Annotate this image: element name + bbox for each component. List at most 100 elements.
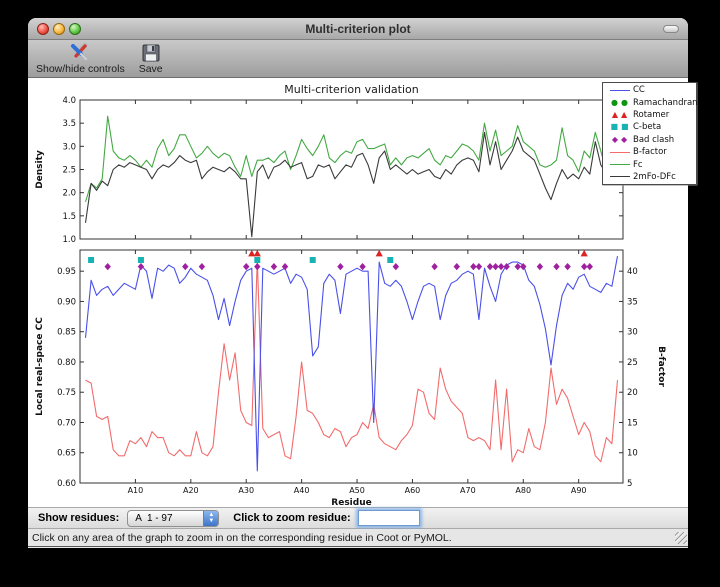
svg-text:0.75: 0.75 (57, 388, 76, 398)
legend-line-swatch (606, 152, 633, 153)
legend-entry: ■■C-beta (603, 121, 696, 133)
app-window: Multi-criterion plot Show/hide controls (28, 18, 688, 548)
c-beta-marker (88, 257, 94, 263)
svg-text:30: 30 (627, 328, 638, 338)
svg-text:A80: A80 (515, 486, 531, 495)
rotamer-marker (254, 250, 261, 257)
svg-text:A10: A10 (128, 486, 144, 495)
chart-legend: CC●●Ramachandran▲▲Rotamer■■C-beta◆◆Bad c… (602, 82, 697, 185)
title-bar[interactable]: Multi-criterion plot (28, 18, 688, 40)
bad-clash-marker (454, 263, 460, 270)
legend-label: CC (633, 85, 645, 95)
bad-clash-marker (271, 263, 277, 270)
save-label: Save (139, 64, 163, 75)
status-text: Click on any area of the graph to zoom i… (32, 532, 452, 544)
bad-clash-marker (359, 263, 365, 270)
svg-text:5: 5 (627, 479, 632, 489)
toolbar-toggle-lozenge-button[interactable] (663, 25, 679, 33)
legend-triangle-swatch: ▲▲ (606, 111, 633, 119)
resize-grip[interactable] (675, 532, 687, 544)
svg-text:A40: A40 (294, 486, 310, 495)
zoom-residue-input[interactable] (358, 510, 420, 526)
svg-text:A30: A30 (238, 486, 254, 495)
rotamer-marker (376, 250, 383, 257)
legend-entry: Fc (603, 158, 696, 170)
svg-text:A90: A90 (571, 486, 587, 495)
bad-clash-marker (431, 263, 437, 270)
zoom-residue-label: Click to zoom residue: (233, 512, 350, 524)
svg-text:A20: A20 (183, 486, 199, 495)
svg-text:1.5: 1.5 (62, 212, 76, 222)
bad-clash-marker (537, 263, 543, 270)
legend-entry: ◆◆Bad clash (603, 134, 696, 146)
svg-text:4.0: 4.0 (62, 96, 76, 106)
show-residues-label: Show residues: (38, 512, 119, 524)
validation-figure[interactable]: Multi-criterion validation Density Local r… (28, 78, 688, 507)
bad-clash-marker (182, 263, 188, 270)
svg-text:A70: A70 (460, 486, 476, 495)
svg-text:Local real-space CC: Local real-space CC (35, 317, 45, 416)
b-factor-line (86, 259, 618, 462)
svg-text:Density: Density (35, 150, 45, 189)
legend-circle-swatch: ●● (606, 99, 633, 107)
save-button[interactable]: Save (139, 42, 163, 75)
svg-text:40: 40 (627, 267, 638, 277)
legend-line-swatch (606, 176, 633, 177)
bad-clash-marker (199, 263, 205, 270)
svg-text:10: 10 (627, 449, 638, 459)
legend-label: C-beta (633, 122, 661, 132)
cc-line (86, 256, 618, 471)
legend-label: Fc (633, 160, 643, 170)
svg-text:A60: A60 (405, 486, 421, 495)
legend-diamond-swatch: ◆◆ (606, 136, 633, 144)
bad-clash-marker (393, 263, 399, 270)
floppy-disk-icon (140, 42, 162, 64)
residue-range-value: A 1 - 97 (135, 513, 172, 524)
svg-text:20: 20 (627, 388, 638, 398)
legend-line-swatch (606, 90, 633, 91)
control-bar: Show residues: A 1 - 97 ▲▼ Click to zoom… (28, 507, 688, 529)
legend-label: Rotamer (633, 110, 669, 120)
bad-clash-marker (105, 263, 111, 270)
show-hide-controls-label: Show/hide controls (36, 64, 125, 75)
svg-text:0.85: 0.85 (57, 328, 76, 338)
status-bar: Click on any area of the graph to zoom i… (28, 529, 688, 547)
rotamer-marker (581, 250, 588, 257)
show-hide-controls-button[interactable]: Show/hide controls (36, 42, 125, 75)
bad-clash-marker (476, 263, 482, 270)
svg-text:Multi-criterion validation: Multi-criterion validation (284, 83, 419, 96)
c-beta-marker (310, 257, 316, 263)
multi-criterion-chart[interactable]: Multi-criterion validation Density Local r… (28, 78, 688, 507)
bad-clash-marker (138, 263, 144, 270)
legend-entry: CC (603, 84, 696, 96)
svg-text:2.5: 2.5 (62, 166, 76, 176)
svg-text:B-factor: B-factor (656, 346, 666, 387)
c-beta-marker (387, 257, 393, 263)
svg-text:A50: A50 (349, 486, 365, 495)
legend-entry: ●●Ramachandran (603, 96, 696, 108)
legend-line-swatch (606, 164, 633, 165)
fc-line (86, 116, 618, 202)
window-title: Multi-criterion plot (28, 22, 688, 36)
svg-text:1.0: 1.0 (62, 235, 76, 245)
svg-text:0.90: 0.90 (57, 297, 76, 307)
bad-clash-marker (487, 263, 493, 270)
svg-text:2.0: 2.0 (62, 189, 76, 199)
svg-text:3.5: 3.5 (62, 119, 76, 129)
bad-clash-marker (492, 263, 498, 270)
legend-entry: ▲▲Rotamer (603, 109, 696, 121)
legend-label: B-factor (633, 147, 667, 157)
bad-clash-marker (243, 263, 249, 270)
residue-range-select[interactable]: A 1 - 97 ▲▼ (127, 510, 219, 527)
bad-clash-marker (470, 263, 476, 270)
svg-text:25: 25 (627, 358, 638, 368)
tools-icon (69, 42, 91, 64)
toolbar: Show/hide controls Save (28, 40, 688, 78)
legend-label: Ramachandran (633, 98, 698, 108)
svg-text:3.0: 3.0 (62, 142, 76, 152)
bad-clash-marker (581, 263, 587, 270)
bad-clash-marker (515, 263, 521, 270)
c-beta-marker (138, 257, 144, 263)
legend-label: 2mFo-DFc (633, 172, 676, 182)
bad-clash-marker (254, 263, 260, 270)
